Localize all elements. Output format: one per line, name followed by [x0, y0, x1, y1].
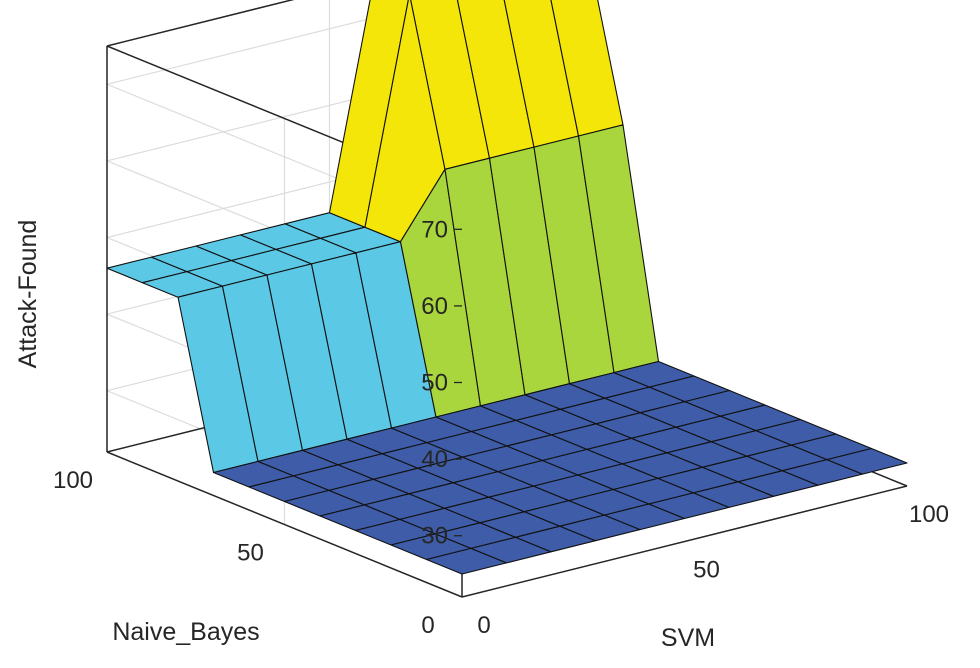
x-tick-label: 0 [477, 612, 490, 639]
x-tick-label: 50 [693, 557, 720, 584]
axis-ticks: 30 40 50 60 70 0 50 100 0 50 100 [53, 216, 949, 639]
axes-box-edge [106, 451, 463, 598]
x-axis-label: SVM [661, 624, 715, 652]
z-axis-label: Attack-Found [14, 220, 42, 369]
z-tick-label: 40 [421, 446, 448, 473]
z-tick-label: 50 [421, 370, 448, 397]
z-tick-label: 30 [421, 523, 448, 550]
y-tick-label: 100 [53, 467, 93, 494]
y-axis-label: Naive_Bayes [112, 618, 259, 646]
floor-axis-line [461, 485, 908, 598]
x-tick-label: 100 [909, 501, 949, 528]
y-tick-label: 50 [237, 540, 264, 567]
y-tick-label: 0 [421, 612, 434, 639]
z-tick-label: 70 [421, 216, 448, 243]
z-tick-label: 60 [421, 293, 448, 320]
surface-face [826, 447, 908, 475]
surface-mesh [106, 0, 908, 575]
axes-box-edge [106, 0, 295, 47]
